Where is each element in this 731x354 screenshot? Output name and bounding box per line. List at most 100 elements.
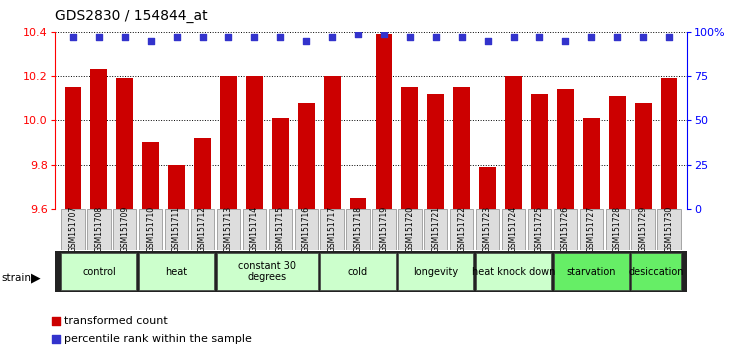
Text: GSM151716: GSM151716 (302, 206, 311, 252)
FancyBboxPatch shape (113, 209, 137, 250)
FancyBboxPatch shape (217, 253, 318, 290)
Text: GSM151707: GSM151707 (69, 206, 77, 252)
Text: GSM151728: GSM151728 (613, 206, 621, 252)
FancyBboxPatch shape (295, 209, 318, 250)
Point (119, 34, 131, 40)
Point (197, 34, 208, 40)
FancyBboxPatch shape (553, 209, 577, 250)
Text: strain: strain (1, 273, 31, 283)
Point (67, 34, 79, 40)
Text: GSM151710: GSM151710 (146, 206, 155, 252)
Text: heat: heat (165, 267, 188, 277)
Bar (194, 138, 211, 209)
FancyBboxPatch shape (398, 209, 422, 250)
FancyBboxPatch shape (424, 209, 447, 250)
Text: GSM151727: GSM151727 (587, 206, 596, 252)
Text: GDS2830 / 154844_at: GDS2830 / 154844_at (55, 9, 208, 23)
Point (404, 34, 416, 40)
Point (430, 34, 442, 40)
Text: GSM151730: GSM151730 (664, 206, 673, 252)
Text: GSM151713: GSM151713 (224, 206, 233, 252)
Bar (428, 94, 444, 209)
Point (171, 34, 183, 40)
Bar (453, 87, 470, 209)
Text: starvation: starvation (567, 267, 616, 277)
Text: GSM151726: GSM151726 (561, 206, 570, 252)
Point (145, 38, 156, 44)
Text: desiccation: desiccation (628, 267, 683, 277)
Bar (635, 103, 651, 209)
FancyBboxPatch shape (61, 253, 137, 290)
Text: GSM151712: GSM151712 (198, 206, 207, 252)
Text: GSM151717: GSM151717 (327, 206, 336, 252)
Text: ▶: ▶ (31, 272, 40, 284)
Text: GSM151724: GSM151724 (509, 206, 518, 252)
Point (223, 34, 235, 40)
Point (378, 31, 390, 36)
FancyBboxPatch shape (139, 253, 214, 290)
FancyBboxPatch shape (55, 249, 687, 294)
Text: longevity: longevity (413, 267, 458, 277)
Point (93, 34, 105, 40)
Text: GSM151719: GSM151719 (379, 206, 388, 252)
Text: transformed count: transformed count (64, 316, 167, 326)
Text: percentile rank within the sample: percentile rank within the sample (64, 334, 252, 344)
FancyBboxPatch shape (528, 209, 551, 250)
Bar (64, 87, 81, 209)
Text: cold: cold (348, 267, 368, 277)
FancyBboxPatch shape (139, 209, 162, 250)
Point (559, 38, 571, 44)
FancyBboxPatch shape (87, 209, 110, 250)
Text: GSM151708: GSM151708 (94, 206, 103, 252)
Bar (298, 103, 314, 209)
Bar (246, 76, 262, 209)
Bar (557, 90, 574, 209)
Text: GSM151720: GSM151720 (406, 206, 414, 252)
Point (482, 38, 493, 44)
FancyBboxPatch shape (476, 209, 499, 250)
FancyBboxPatch shape (553, 253, 629, 290)
Point (326, 34, 338, 40)
Point (268, 95, 280, 100)
Bar (91, 69, 107, 209)
FancyBboxPatch shape (243, 209, 266, 250)
Bar (272, 118, 289, 209)
Bar (376, 34, 393, 209)
Bar (531, 94, 548, 209)
FancyBboxPatch shape (657, 209, 681, 250)
FancyBboxPatch shape (605, 209, 629, 250)
FancyBboxPatch shape (632, 253, 681, 290)
FancyBboxPatch shape (61, 209, 85, 250)
Text: constant 30
degrees: constant 30 degrees (238, 261, 296, 282)
Point (534, 34, 545, 40)
Bar (116, 78, 133, 209)
FancyBboxPatch shape (398, 253, 474, 290)
Bar (583, 118, 599, 209)
FancyBboxPatch shape (476, 253, 551, 290)
Bar (505, 76, 522, 209)
Text: GSM151721: GSM151721 (431, 206, 440, 252)
FancyBboxPatch shape (502, 209, 525, 250)
Point (300, 38, 312, 44)
FancyBboxPatch shape (450, 209, 474, 250)
FancyBboxPatch shape (346, 209, 370, 250)
Point (586, 34, 597, 40)
FancyBboxPatch shape (268, 209, 292, 250)
Text: GSM151723: GSM151723 (483, 206, 492, 252)
Point (456, 34, 468, 40)
Text: GSM151709: GSM151709 (121, 206, 129, 252)
Text: heat knock down: heat knock down (471, 267, 556, 277)
Point (507, 34, 519, 40)
Point (663, 34, 675, 40)
Point (249, 34, 260, 40)
Point (274, 34, 286, 40)
Point (637, 34, 649, 40)
Bar (401, 87, 418, 209)
Text: GSM151718: GSM151718 (354, 206, 363, 252)
Bar (168, 165, 185, 209)
Text: GSM151711: GSM151711 (172, 206, 181, 252)
Bar (220, 76, 237, 209)
Point (268, 256, 280, 261)
Bar (324, 76, 341, 209)
Text: GSM151714: GSM151714 (250, 206, 259, 252)
